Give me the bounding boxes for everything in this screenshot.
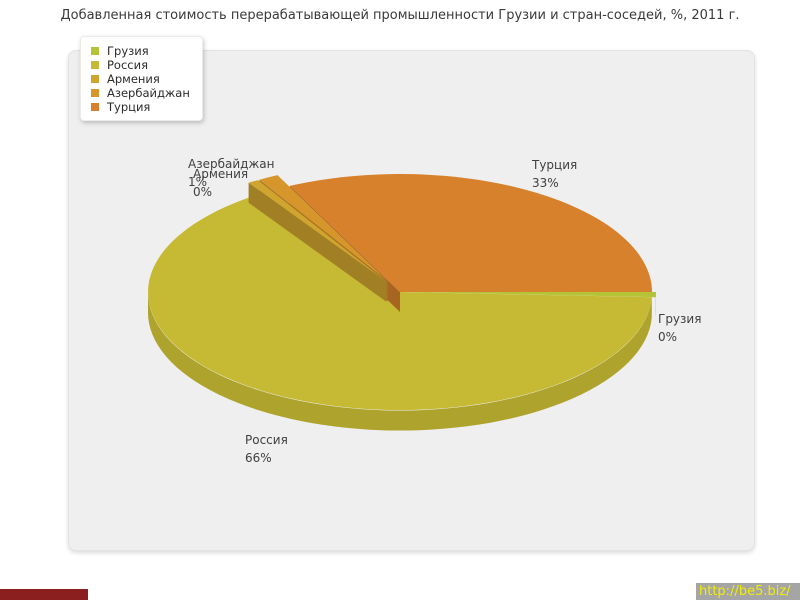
legend-swatch-russia — [91, 60, 99, 69]
legend-label-azerbaijan: Азербайджан — [107, 85, 190, 100]
chart-panel — [68, 50, 755, 551]
callout-armenia: Армения 0% — [193, 165, 248, 201]
legend-item-turkey: Турция — [91, 99, 190, 114]
legend-label-russia: Россия — [107, 57, 149, 72]
callout-russia-name: Россия — [245, 433, 288, 447]
chart-title: Добавленная стоимость перерабатывающей п… — [60, 8, 740, 23]
legend-swatch-armenia — [91, 74, 99, 83]
legend-label-armenia: Армения — [107, 71, 160, 86]
callout-russia: Россия 66% — [245, 431, 288, 467]
callout-georgia-value: 0% — [658, 330, 678, 344]
callout-turkey-name: Турция — [532, 158, 578, 172]
callout-armenia-value: 0% — [193, 185, 213, 199]
legend-item-georgia: Грузия — [91, 43, 190, 58]
legend-label-turkey: Турция — [107, 99, 151, 114]
callout-russia-value: 66% — [245, 451, 272, 465]
legend-swatch-azerbaijan — [91, 88, 99, 97]
callout-azerbaijan-name: Азербайджан — [188, 157, 275, 171]
callout-azerbaijan-value: 1% — [188, 175, 208, 189]
legend-item-armenia: Армения — [91, 71, 190, 86]
legend-item-azerbaijan: Азербайджан — [91, 85, 190, 100]
callout-georgia-name: Грузия — [658, 312, 702, 326]
legend-swatch-turkey — [91, 102, 99, 111]
callout-turkey-value: 33% — [532, 176, 559, 190]
legend-label-georgia: Грузия — [107, 43, 149, 58]
legend: Грузия Россия Армения Азербайджан Турция — [80, 36, 203, 121]
legend-swatch-georgia — [91, 46, 99, 55]
bottom-left-bar — [0, 589, 88, 600]
callout-turkey: Турция 33% — [532, 156, 577, 192]
callout-azerbaijan: Азербайджан 1% — [188, 155, 274, 191]
callout-armenia-name: Армения — [193, 167, 249, 181]
legend-item-russia: Россия — [91, 57, 190, 72]
callout-georgia: Грузия 0% — [658, 310, 701, 346]
watermark-link[interactable]: http://be5.biz/ — [696, 583, 800, 600]
